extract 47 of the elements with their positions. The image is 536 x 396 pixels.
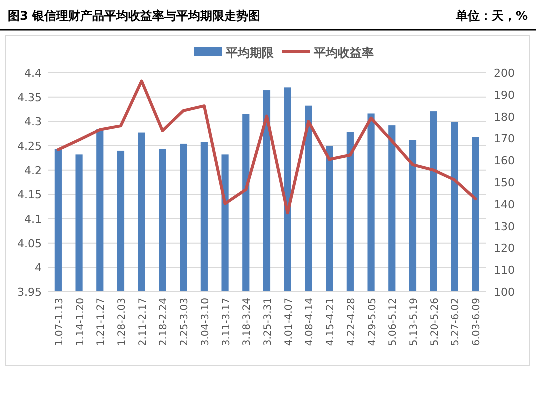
y2-tick-label: 120: [494, 242, 515, 256]
y2-tick-label: 190: [494, 88, 515, 102]
x-tick-label: 1.07-1.13: [54, 298, 66, 346]
x-tick-label: 4.15-4.21: [326, 298, 337, 346]
y-tick-label: 4.05: [18, 237, 42, 250]
y2-tick-label: 180: [494, 110, 515, 124]
y2-tick-label: 130: [494, 220, 515, 234]
y2-tick-label: 150: [494, 176, 515, 190]
x-tick-label: 3.18-3.24: [242, 298, 254, 346]
x-tick-label: 1.21-1.27: [96, 298, 108, 346]
y2-tick-label: 170: [494, 132, 515, 146]
y-tick-label: 4.4: [24, 67, 42, 80]
x-tick-label: 2.25-3.03: [180, 298, 191, 346]
x-tick-label: 5.27-6.02: [450, 298, 462, 346]
y2-tick-label: 140: [494, 198, 515, 212]
y2-tick-label: 200: [494, 67, 515, 80]
x-tick-label: 1.28-2.03: [117, 298, 128, 346]
legend-label: 平均期限: [225, 46, 275, 60]
x-tick-label: 6.03-6.09: [472, 298, 483, 346]
y-tick-label: 3.95: [18, 286, 42, 299]
x-tick-label: 5.13-5.19: [409, 298, 420, 346]
x-tick-label: 1.14-1.20: [75, 298, 86, 346]
y2-tick-label: 110: [494, 264, 515, 278]
x-tick-label: 4.22-4.28: [346, 298, 358, 346]
y-tick-label: 4: [35, 262, 42, 275]
x-tick-label: 5.20-5.26: [430, 298, 441, 346]
y2-tick-label: 100: [494, 286, 515, 299]
x-tick-label: 3.04-3.10: [200, 298, 212, 346]
y-tick-label: 4.2: [24, 164, 42, 178]
y-tick-label: 4.35: [18, 91, 42, 104]
y2-tick-label: 160: [494, 154, 515, 168]
y-tick-label: 4.15: [18, 188, 42, 202]
x-tick-label: 2.11-2.17: [138, 298, 149, 346]
x-tick-label: 4.29-5.05: [367, 298, 378, 346]
chart-title: 图3 银信理财产品平均收益率与平均期限走势图: [8, 9, 261, 23]
x-tick-label: 3.25-3.31: [263, 298, 274, 346]
x-tick-label: 2.18-2.24: [158, 298, 170, 346]
legend-label: 平均收益率: [313, 46, 374, 60]
y-tick-label: 4.1: [24, 213, 42, 226]
y-tick-label: 4.3: [24, 116, 42, 129]
x-tick-label: 3.11-3.17: [221, 298, 232, 346]
x-tick-label: 4.08-4.14: [304, 298, 316, 346]
x-tick-label: 5.06-5.12: [388, 298, 400, 346]
x-tick-label: 4.01-4.07: [284, 298, 295, 346]
chart-subtitle: 单位：天，%: [454, 9, 528, 23]
y-tick-label: 4.25: [18, 140, 42, 153]
line-series: [56, 80, 478, 215]
